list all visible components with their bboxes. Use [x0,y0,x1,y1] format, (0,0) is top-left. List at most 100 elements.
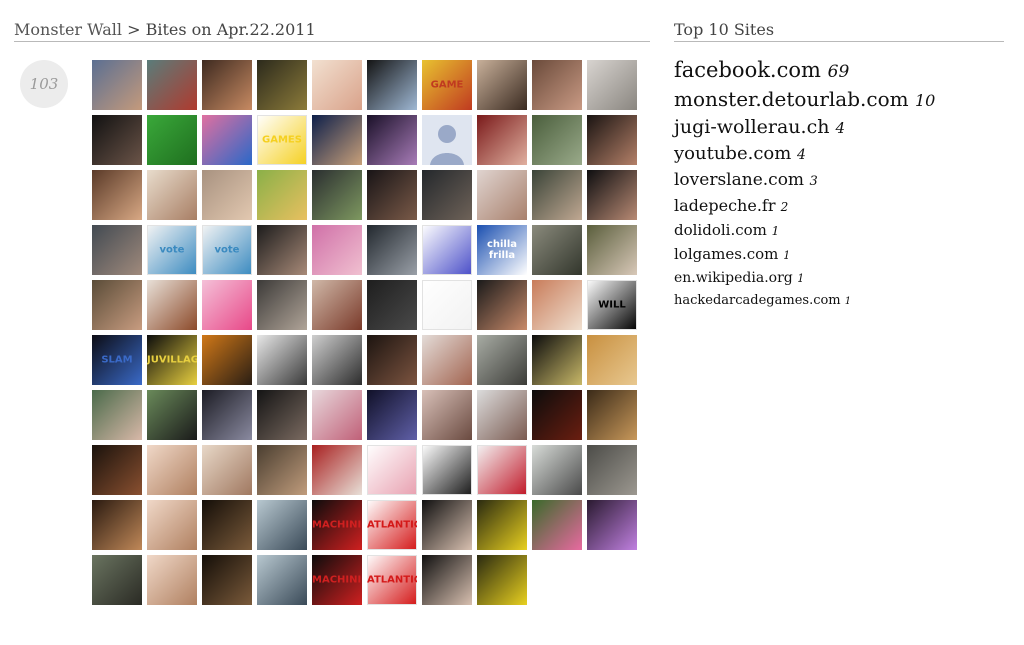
bite-thumbnail[interactable] [422,170,472,220]
bite-thumbnail[interactable]: JUVILLAGE [147,335,197,385]
top-site-link[interactable]: hackedarcadegames.com [674,293,841,308]
bite-thumbnail[interactable] [92,390,142,440]
bite-thumbnail[interactable] [312,225,362,275]
bite-thumbnail[interactable]: ATLANTIC [367,555,417,605]
bite-thumbnail[interactable] [587,60,637,110]
bite-thumbnail[interactable] [147,115,197,165]
bite-thumbnail[interactable] [422,280,472,330]
bite-thumbnail[interactable]: vote [202,225,252,275]
bite-thumbnail[interactable] [532,335,582,385]
top-site-link[interactable]: facebook.com [674,58,821,82]
bite-thumbnail[interactable] [532,390,582,440]
bite-thumbnail[interactable] [92,280,142,330]
bite-thumbnail[interactable] [477,115,527,165]
bite-thumbnail[interactable] [147,390,197,440]
bite-thumbnail[interactable] [147,170,197,220]
bite-thumbnail[interactable] [202,445,252,495]
bite-thumbnail[interactable] [257,390,307,440]
top-site-link[interactable]: monster.detourlab.com [674,87,909,111]
bite-thumbnail[interactable] [587,225,637,275]
bite-thumbnail[interactable] [202,280,252,330]
bite-thumbnail[interactable] [587,390,637,440]
bite-thumbnail[interactable] [312,60,362,110]
bite-thumbnail[interactable] [92,445,142,495]
bite-thumbnail[interactable]: GAMES [257,115,307,165]
bite-thumbnail[interactable] [422,500,472,550]
bite-thumbnail[interactable] [587,445,637,495]
bite-thumbnail[interactable]: MACHINIMA [312,555,362,605]
bite-thumbnail[interactable] [257,225,307,275]
bite-thumbnail[interactable] [367,225,417,275]
bite-thumbnail[interactable] [422,445,472,495]
bite-thumbnail[interactable] [202,390,252,440]
bite-thumbnail[interactable] [202,335,252,385]
bite-thumbnail[interactable] [422,115,472,165]
bite-thumbnail[interactable] [257,280,307,330]
bite-thumbnail[interactable] [532,500,582,550]
bite-thumbnail[interactable] [92,500,142,550]
bite-thumbnail[interactable] [367,170,417,220]
bite-thumbnail[interactable]: vote [147,225,197,275]
bite-thumbnail[interactable] [92,555,142,605]
bite-thumbnail[interactable] [477,445,527,495]
top-site-link[interactable]: dolidoli.com [674,221,767,239]
bite-thumbnail[interactable] [477,335,527,385]
bite-thumbnail[interactable] [92,60,142,110]
bite-thumbnail[interactable] [202,60,252,110]
bite-thumbnail[interactable]: SLAM [92,335,142,385]
bite-thumbnail[interactable] [92,170,142,220]
bite-thumbnail[interactable] [257,335,307,385]
bite-thumbnail[interactable] [422,335,472,385]
bite-thumbnail[interactable] [257,60,307,110]
bite-thumbnail[interactable]: MACHINIMA [312,500,362,550]
bite-thumbnail[interactable]: GAME [422,60,472,110]
bite-thumbnail[interactable]: chilla frilla [477,225,527,275]
breadcrumb-home-link[interactable]: Monster Wall [14,20,122,39]
bite-thumbnail[interactable] [477,500,527,550]
bite-thumbnail[interactable] [312,115,362,165]
bite-thumbnail[interactable] [587,500,637,550]
top-site-link[interactable]: ladepeche.fr [674,196,776,215]
bite-thumbnail[interactable]: ATLANTIC [367,500,417,550]
bite-thumbnail[interactable] [312,445,362,495]
bite-thumbnail[interactable] [312,335,362,385]
bite-thumbnail[interactable] [367,445,417,495]
top-site-link[interactable]: lolgames.com [674,245,779,263]
bite-thumbnail[interactable] [202,500,252,550]
bite-thumbnail[interactable]: WILL [587,280,637,330]
bite-thumbnail[interactable] [587,115,637,165]
bite-thumbnail[interactable] [202,555,252,605]
bite-thumbnail[interactable] [477,555,527,605]
bite-thumbnail[interactable] [422,555,472,605]
bite-thumbnail[interactable] [367,390,417,440]
bite-thumbnail[interactable] [477,170,527,220]
bite-thumbnail[interactable] [367,60,417,110]
bite-thumbnail[interactable] [147,445,197,495]
bite-thumbnail[interactable] [202,170,252,220]
bite-thumbnail[interactable] [532,115,582,165]
bite-thumbnail[interactable] [312,390,362,440]
bite-thumbnail[interactable] [367,335,417,385]
bite-thumbnail[interactable] [532,60,582,110]
bite-thumbnail[interactable] [202,115,252,165]
bite-thumbnail[interactable] [422,390,472,440]
bite-thumbnail[interactable] [147,500,197,550]
bite-thumbnail[interactable] [367,115,417,165]
bite-thumbnail[interactable] [367,280,417,330]
bite-thumbnail[interactable] [477,280,527,330]
bite-thumbnail[interactable] [532,225,582,275]
bite-thumbnail[interactable] [257,500,307,550]
top-site-link[interactable]: youtube.com [674,143,792,164]
top-site-link[interactable]: loverslane.com [674,170,805,190]
bite-thumbnail[interactable] [587,335,637,385]
bite-thumbnail[interactable] [92,225,142,275]
top-site-link[interactable]: jugi-wollerau.ch [674,116,830,138]
bite-thumbnail[interactable] [312,280,362,330]
bite-thumbnail[interactable] [532,170,582,220]
bite-thumbnail[interactable] [147,280,197,330]
bite-thumbnail[interactable] [257,170,307,220]
top-site-link[interactable]: en.wikipedia.org [674,270,793,286]
bite-thumbnail[interactable] [257,555,307,605]
bite-thumbnail[interactable] [147,555,197,605]
bite-thumbnail[interactable] [422,225,472,275]
